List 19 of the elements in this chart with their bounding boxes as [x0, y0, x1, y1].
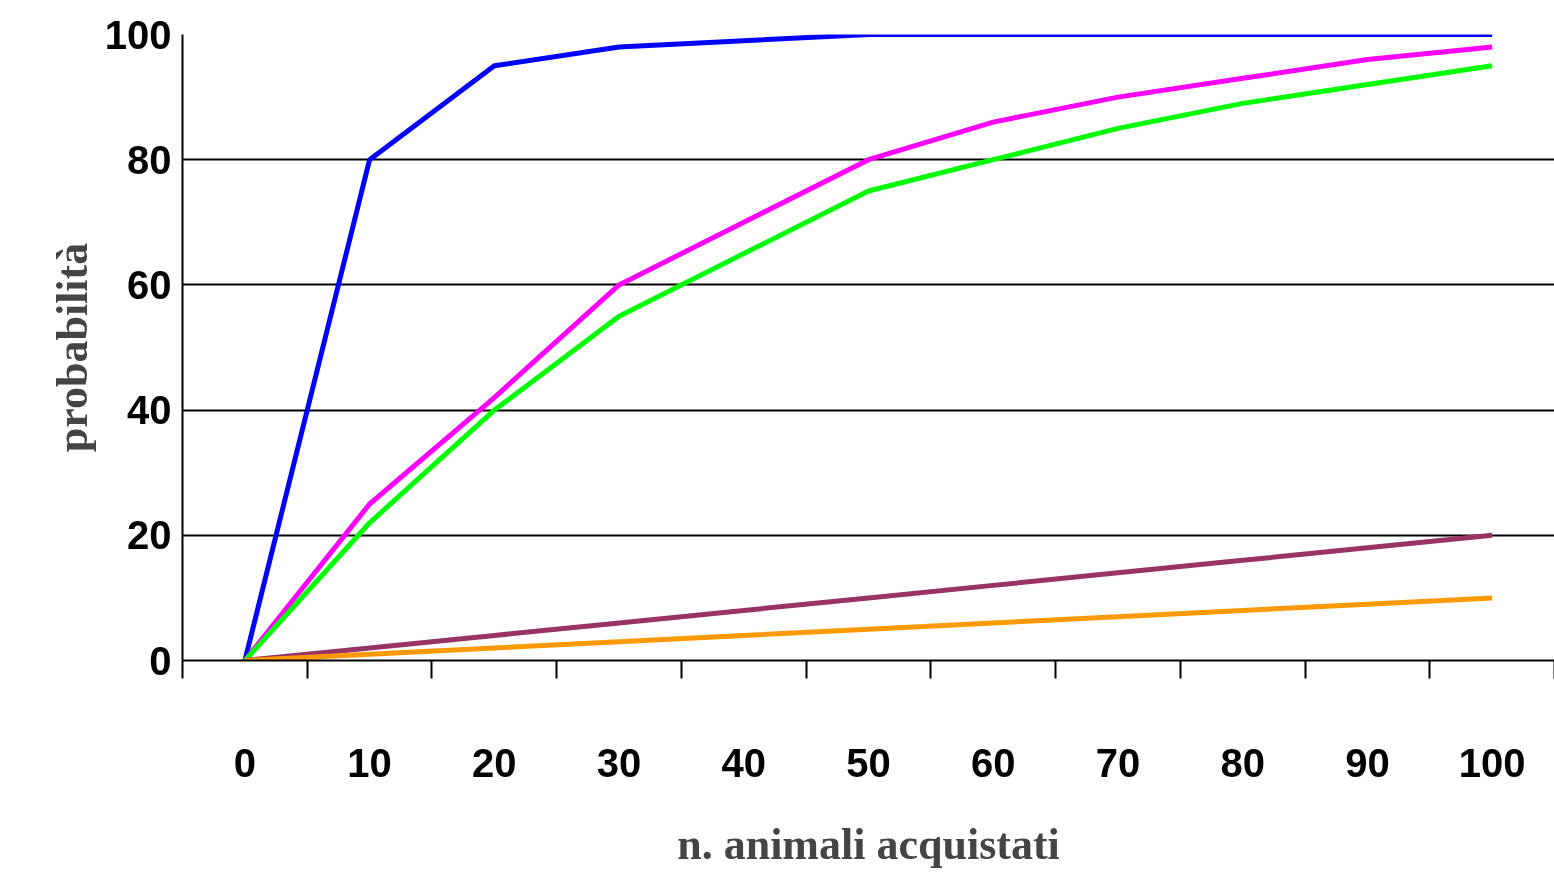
y-tick-label: 0 [149, 638, 172, 683]
x-tick-label: 100 [1458, 740, 1526, 785]
x-tick-label: 60 [970, 740, 1016, 785]
y-tick-label: 40 [127, 388, 172, 433]
x-tick-label: 70 [1095, 740, 1141, 785]
x-tick-label: 90 [1345, 740, 1390, 785]
y-tick-label: 20 [127, 513, 172, 558]
x-tick-label: 0 [233, 740, 256, 785]
x-tick-label: 10 [347, 740, 392, 785]
x-tick-label: 80 [1220, 740, 1265, 785]
y-tick-label: 100 [104, 12, 172, 57]
y-tick-label: 80 [127, 137, 172, 182]
x-tick-label: 30 [596, 740, 642, 785]
x-tick-label: 20 [472, 740, 517, 785]
y-tick-label: 60 [127, 262, 172, 307]
x-axis-title: n. animali acquistati [677, 819, 1060, 869]
x-tick-label: 50 [846, 740, 891, 785]
x-tick-label: 40 [721, 740, 767, 785]
y-axis-title: probabilità [47, 242, 97, 453]
